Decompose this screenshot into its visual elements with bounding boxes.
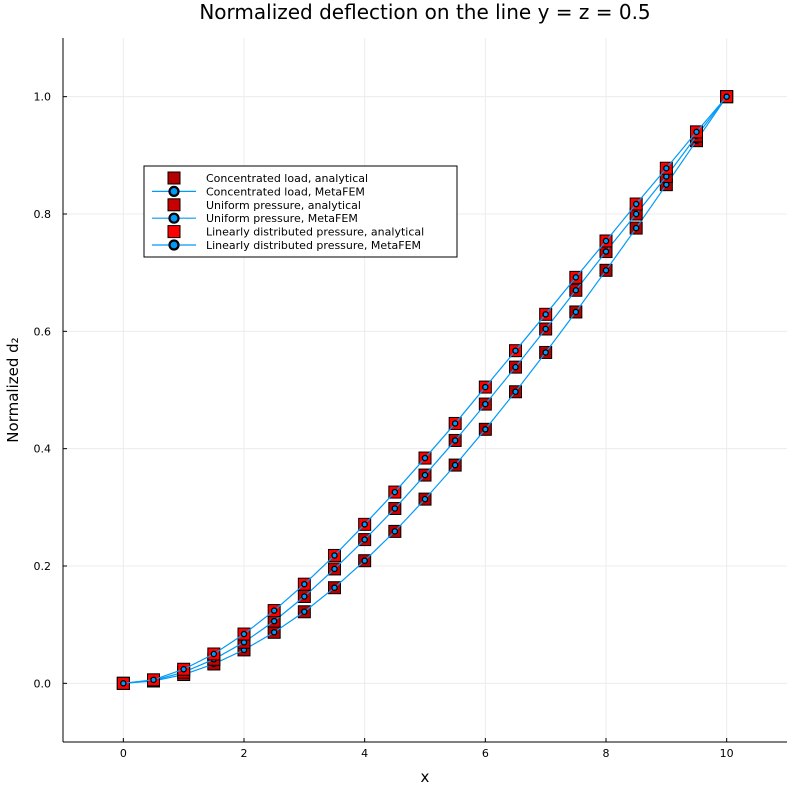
legend: Concentrated load, analyticalConcentrate… <box>143 165 458 258</box>
data-point-circle <box>240 630 248 638</box>
legend-circle-marker <box>168 239 180 251</box>
legend-item: Uniform pressure, analytical <box>167 198 361 212</box>
data-point-circle <box>542 349 549 356</box>
data-point-circle <box>723 93 730 100</box>
data-point-circle <box>361 521 368 528</box>
y-axis-title: Normalized d₂ <box>4 337 22 442</box>
data-point-circle <box>572 287 580 294</box>
data-point-circle <box>482 426 489 433</box>
data-point-circle <box>391 505 399 512</box>
data-point-circle <box>572 308 580 316</box>
data-point-circle <box>150 676 157 684</box>
data-point-circle <box>451 437 459 444</box>
data-point-circle <box>602 267 610 274</box>
legend-label: Uniform pressure, analytical <box>206 199 361 212</box>
legend-item: Concentrated load, MetaFEM <box>152 185 365 198</box>
x-tick-label: 10 <box>720 747 734 760</box>
y-tick-label: 0.2 <box>34 560 52 573</box>
legend-label: Concentrated load, MetaFEM <box>206 185 365 198</box>
y-tick-label: 0.6 <box>34 325 52 338</box>
data-point-circle <box>572 274 580 281</box>
y-tick-label: 1.0 <box>34 91 52 104</box>
data-point-circle <box>331 584 338 591</box>
legend-item: Concentrated load, analytical <box>167 171 368 185</box>
data-point-circle <box>632 224 640 232</box>
x-tick-label: 8 <box>603 747 610 760</box>
grid-layer <box>63 38 787 742</box>
data-point-circle <box>391 528 399 535</box>
x-tick-label: 2 <box>241 747 248 760</box>
data-point-circle <box>542 325 549 333</box>
legend-label: Uniform pressure, MetaFEM <box>206 212 358 225</box>
legend-item: Uniform pressure, MetaFEM <box>152 212 358 225</box>
data-point-circle <box>361 536 368 543</box>
legend-square-marker <box>167 198 181 212</box>
data-point-circle <box>512 363 519 371</box>
data-point-circle <box>421 454 429 462</box>
x-tick-label: 4 <box>361 747 368 760</box>
legend-item: Linearly distributed pressure, MetaFEM <box>152 239 421 252</box>
data-point-circle <box>180 666 187 673</box>
data-point-circle <box>632 200 640 208</box>
legend-label: Concentrated load, analytical <box>206 172 368 185</box>
legend-square-marker <box>167 171 181 185</box>
data-point-circle <box>210 650 218 658</box>
series-1 <box>120 93 730 687</box>
legend-circle-marker <box>168 212 180 224</box>
axes-layer <box>62 38 787 743</box>
chart-title: Normalized deflection on the line y = z … <box>199 0 650 24</box>
data-point-circle <box>482 383 489 391</box>
series-3 <box>120 93 730 687</box>
legend-item: Linearly distributed pressure, analytica… <box>167 225 424 239</box>
y-tick-label: 0.4 <box>34 443 52 456</box>
data-point-circle <box>602 248 610 255</box>
data-point-circle <box>331 552 338 559</box>
legend-circle-marker <box>168 185 180 197</box>
data-point-circle <box>421 471 429 479</box>
data-point-circle <box>482 400 489 408</box>
data-point-circle <box>451 461 459 469</box>
tick-layer: 0 2 4 6 8 10 0.0 0.2 0.4 0.6 0.8 1.0 <box>34 91 734 760</box>
data-point-circle <box>421 495 429 503</box>
data-point-circle <box>451 420 459 427</box>
data-point-circle <box>632 210 640 218</box>
data-point-circle <box>270 617 278 625</box>
data-point-circle <box>270 629 278 636</box>
legend-label: Linearly distributed pressure, analytica… <box>206 226 424 239</box>
data-point-circle <box>542 311 549 318</box>
data-point-circle <box>663 164 670 172</box>
y-tick-label: 0.8 <box>34 208 52 221</box>
y-tick-label: 0.0 <box>34 677 52 690</box>
data-point-circle <box>391 488 399 496</box>
x-tick-label: 6 <box>482 747 489 760</box>
series-layer <box>116 90 734 690</box>
legend-label: Linearly distributed pressure, MetaFEM <box>206 239 421 252</box>
data-point-circle <box>331 565 338 573</box>
legend-square-marker <box>167 225 181 239</box>
data-point-circle <box>602 237 610 245</box>
data-point-circle <box>361 557 368 564</box>
legend-box <box>143 165 458 258</box>
data-point-circle <box>693 128 700 136</box>
series-5 <box>120 93 730 687</box>
data-point-circle <box>120 680 127 687</box>
data-point-circle <box>512 347 519 354</box>
data-point-circle <box>301 608 308 616</box>
data-point-circle <box>301 580 308 588</box>
x-axis-title: x <box>421 768 430 786</box>
data-point-circle <box>512 388 519 396</box>
x-tick-label: 0 <box>120 747 127 760</box>
data-point-circle <box>270 607 278 614</box>
data-point-circle <box>301 593 308 600</box>
